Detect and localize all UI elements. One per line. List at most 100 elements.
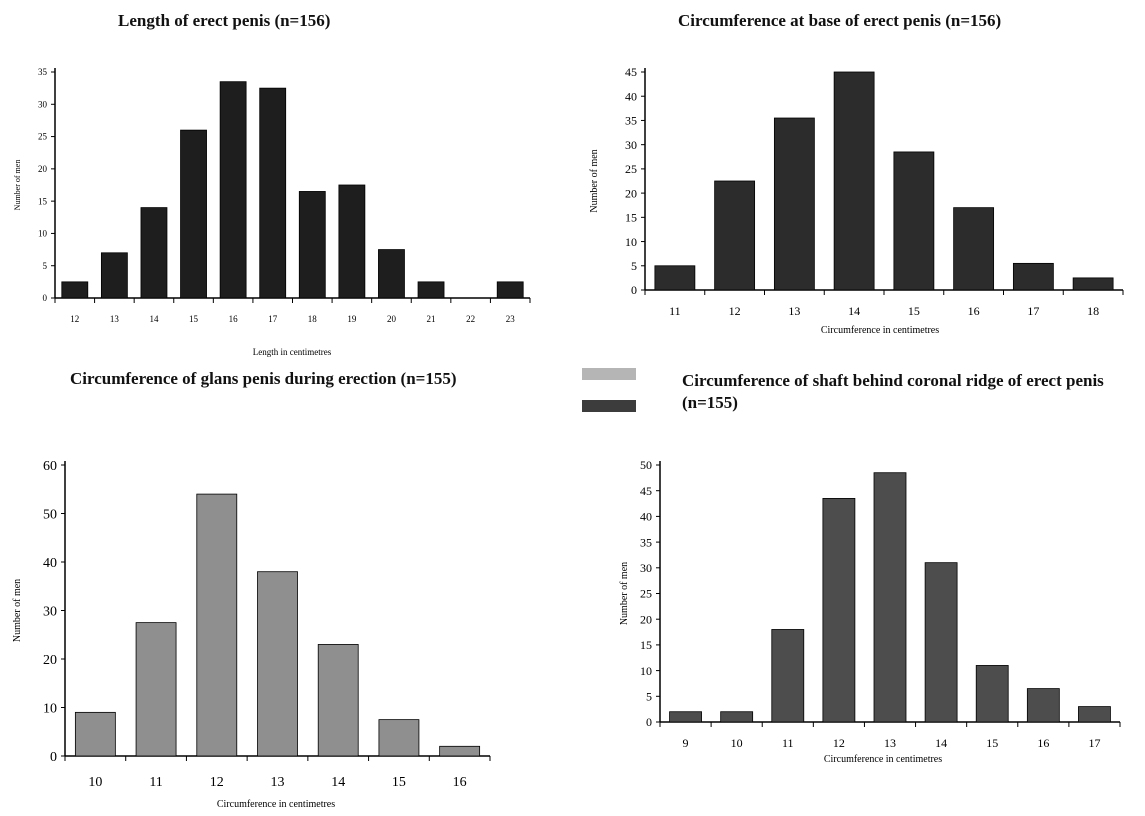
y-tick-label: 15	[625, 211, 637, 225]
x-tick-label: 11	[782, 736, 794, 750]
bar-16	[1026, 688, 1060, 723]
bar-18	[1072, 277, 1114, 291]
bar-19	[338, 184, 366, 299]
y-tick-label: 5	[646, 690, 652, 704]
bar-15	[378, 719, 420, 757]
y-tick-label: 0	[646, 715, 652, 729]
x-tick-label: 16	[968, 304, 980, 318]
y-tick-label: 35	[640, 535, 652, 549]
legend	[582, 364, 638, 414]
bar-13	[873, 472, 907, 723]
x-tick-label: 14	[935, 736, 947, 750]
y-tick-label: 20	[43, 653, 57, 668]
y-axis-label: Number of men	[589, 149, 600, 212]
x-tick-label: 14	[149, 314, 159, 324]
y-tick-label: 40	[43, 556, 57, 571]
bar-15	[180, 129, 207, 299]
chart-title: Circumference of shaft behind coronal ri…	[682, 371, 1104, 412]
bar-chart-shaft-circumference: 0 5 10 15 20 25 30 35 40 45 50 9 10 11 12 13 14 15 16 17 Cir…	[619, 458, 1121, 765]
y-tick-label: 15	[640, 638, 652, 652]
y-tick-label: 15	[38, 196, 48, 206]
bar-12	[196, 493, 238, 757]
y-tick-label: 0	[50, 750, 57, 765]
bar-16	[439, 745, 481, 757]
x-tick-label: 12	[210, 775, 224, 790]
chart-title: Length of erect penis (n=156)	[118, 11, 331, 30]
y-tick-label: 20	[625, 186, 637, 200]
y-tick-label: 50	[640, 458, 652, 472]
bar-chart-glans-circumference: 0 10 20 30 40 50 60 10 11 12 13 14 15 16 Circumference…	[12, 459, 491, 810]
y-tick-label: 35	[38, 67, 48, 77]
bar-12	[61, 281, 89, 299]
bar-16	[953, 207, 995, 291]
bar-17	[259, 87, 287, 299]
bar-23	[496, 281, 524, 299]
y-tick-label: 40	[640, 510, 652, 524]
y-tick-label: 10	[640, 664, 652, 678]
x-tick-label: 15	[392, 775, 406, 790]
y-tick-label: 25	[640, 587, 652, 601]
bar-15	[975, 665, 1009, 723]
y-tick-label: 10	[625, 235, 637, 249]
y-tick-label: 30	[640, 561, 652, 575]
y-tick-label: 10	[38, 229, 48, 239]
bar-11	[771, 629, 805, 723]
x-tick-label: 10	[88, 775, 102, 790]
y-tick-label: 10	[43, 701, 57, 716]
chart-title: Circumference of glans penis during erec…	[70, 369, 457, 388]
bar-chart-length: 0 5 10 15 20 25 30 35 12 13 14 15 16 17 18 19 20 21 22 23 Le…	[13, 67, 531, 357]
x-tick-label: 12	[70, 314, 79, 324]
bar-17	[1078, 706, 1111, 723]
x-axis-label: Circumference in centimetres	[821, 325, 939, 336]
bar-20	[378, 249, 405, 299]
bar-12	[714, 180, 756, 291]
bar-14	[924, 562, 958, 723]
x-tick-label: 16	[453, 775, 467, 790]
x-tick-label: 19	[347, 314, 357, 324]
bar-13	[257, 571, 298, 757]
bar-10	[720, 711, 754, 723]
y-tick-label: 45	[640, 484, 652, 498]
x-tick-label: 17	[1027, 304, 1039, 318]
x-tick-label: 14	[848, 304, 860, 318]
y-tick-label: 25	[625, 162, 637, 176]
legend-swatch-light	[582, 368, 636, 380]
x-tick-label: 13	[110, 314, 120, 324]
x-tick-label: 10	[731, 736, 743, 750]
bar-21	[417, 281, 445, 299]
x-tick-label: 12	[729, 304, 741, 318]
y-tick-label: 20	[640, 612, 652, 626]
chart-panel-glans-circumference: Circumference of glans penis during erec…	[0, 360, 575, 816]
y-tick-label: 50	[43, 507, 57, 522]
bar-18	[298, 191, 326, 299]
y-axis-label: Number of men	[619, 562, 630, 625]
bar-13	[100, 252, 128, 299]
x-tick-label: 15	[908, 304, 920, 318]
y-tick-label: 30	[38, 99, 48, 109]
x-tick-label: 23	[506, 314, 516, 324]
bar-13	[773, 117, 815, 291]
y-tick-label: 0	[43, 293, 48, 303]
chart-title: Circumference at base of erect penis (n=…	[678, 11, 1002, 30]
bar-14	[833, 71, 875, 291]
x-tick-label: 21	[427, 314, 436, 324]
chart-panel-base-circumference: Circumference at base of erect penis (n=…	[575, 0, 1145, 360]
y-tick-label: 60	[43, 459, 57, 474]
x-tick-label: 22	[466, 314, 475, 324]
x-axis-label: Length in centimetres	[253, 347, 332, 357]
y-tick-label: 40	[625, 89, 637, 103]
x-tick-label: 13	[788, 304, 800, 318]
bar-14	[317, 644, 359, 757]
bar-9	[669, 711, 702, 723]
bar-12	[822, 498, 856, 723]
y-tick-label: 30	[625, 138, 637, 152]
bar-11	[654, 265, 696, 291]
bar-10	[74, 711, 116, 757]
x-tick-label: 13	[271, 775, 285, 790]
y-tick-label: 5	[631, 259, 637, 273]
bar-17	[1012, 262, 1054, 291]
x-tick-label: 14	[331, 775, 345, 790]
bar-14	[140, 207, 168, 299]
x-tick-label: 15	[986, 736, 998, 750]
x-tick-label: 11	[669, 304, 681, 318]
